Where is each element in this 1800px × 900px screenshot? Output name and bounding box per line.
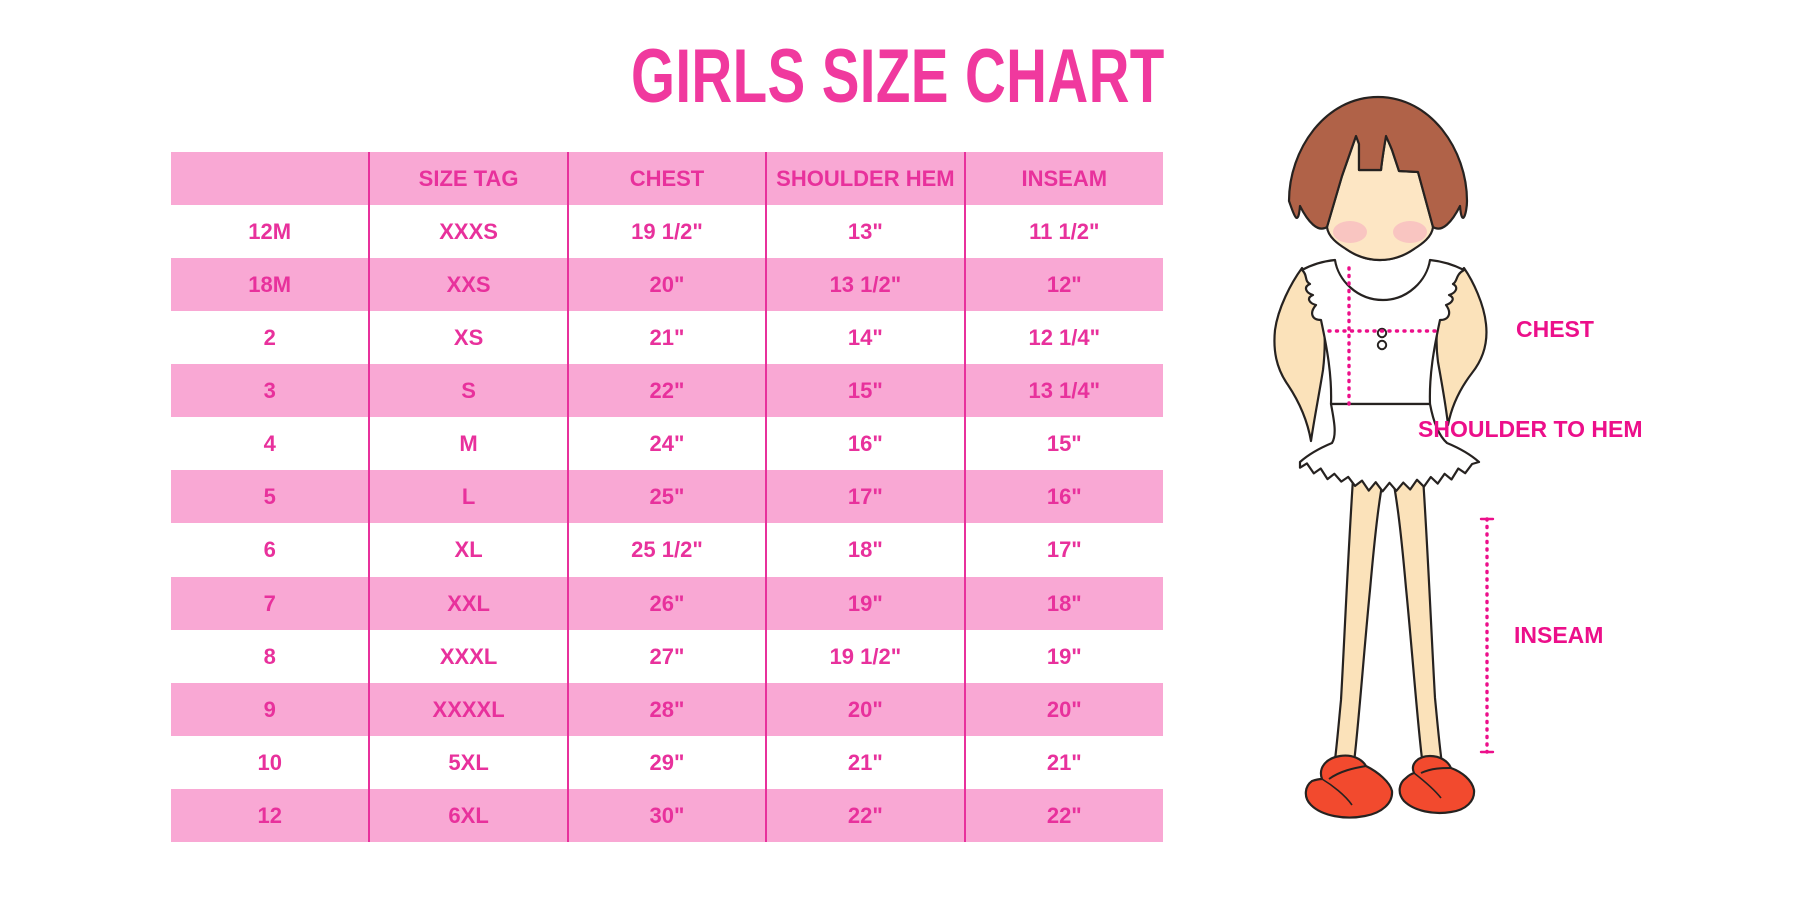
svg-text:CHEST: CHEST xyxy=(1516,316,1594,342)
svg-text:SHOULDER TO HEM: SHOULDER TO HEM xyxy=(1418,416,1642,442)
svg-text:INSEAM: INSEAM xyxy=(1514,622,1603,648)
